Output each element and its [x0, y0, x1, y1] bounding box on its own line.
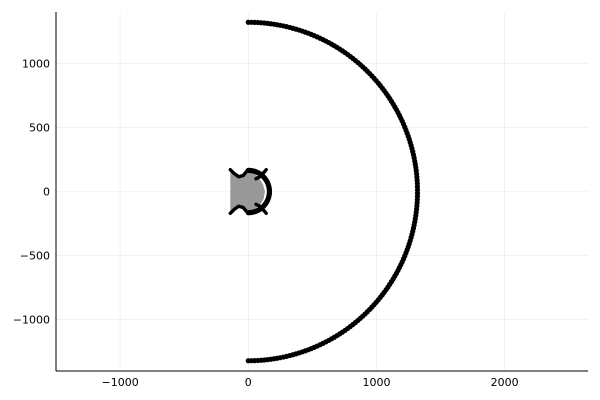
y-tick-label: 1000	[22, 57, 50, 70]
tick-labels: −1000 0 1000 2000 −1000 −500 0 500 1000	[13, 57, 519, 389]
x-tick-label: 2000	[491, 376, 519, 389]
y-tick-label: −1000	[13, 314, 50, 327]
y-tick-label: −500	[20, 250, 50, 263]
x-tick-label: −1000	[101, 376, 138, 389]
x-tick-label: 1000	[362, 376, 390, 389]
y-tick-label: 500	[29, 121, 50, 134]
x-tick-label: 0	[245, 376, 252, 389]
data-point	[246, 20, 251, 25]
grid	[56, 12, 588, 371]
y-tick-label: 0	[43, 186, 50, 199]
